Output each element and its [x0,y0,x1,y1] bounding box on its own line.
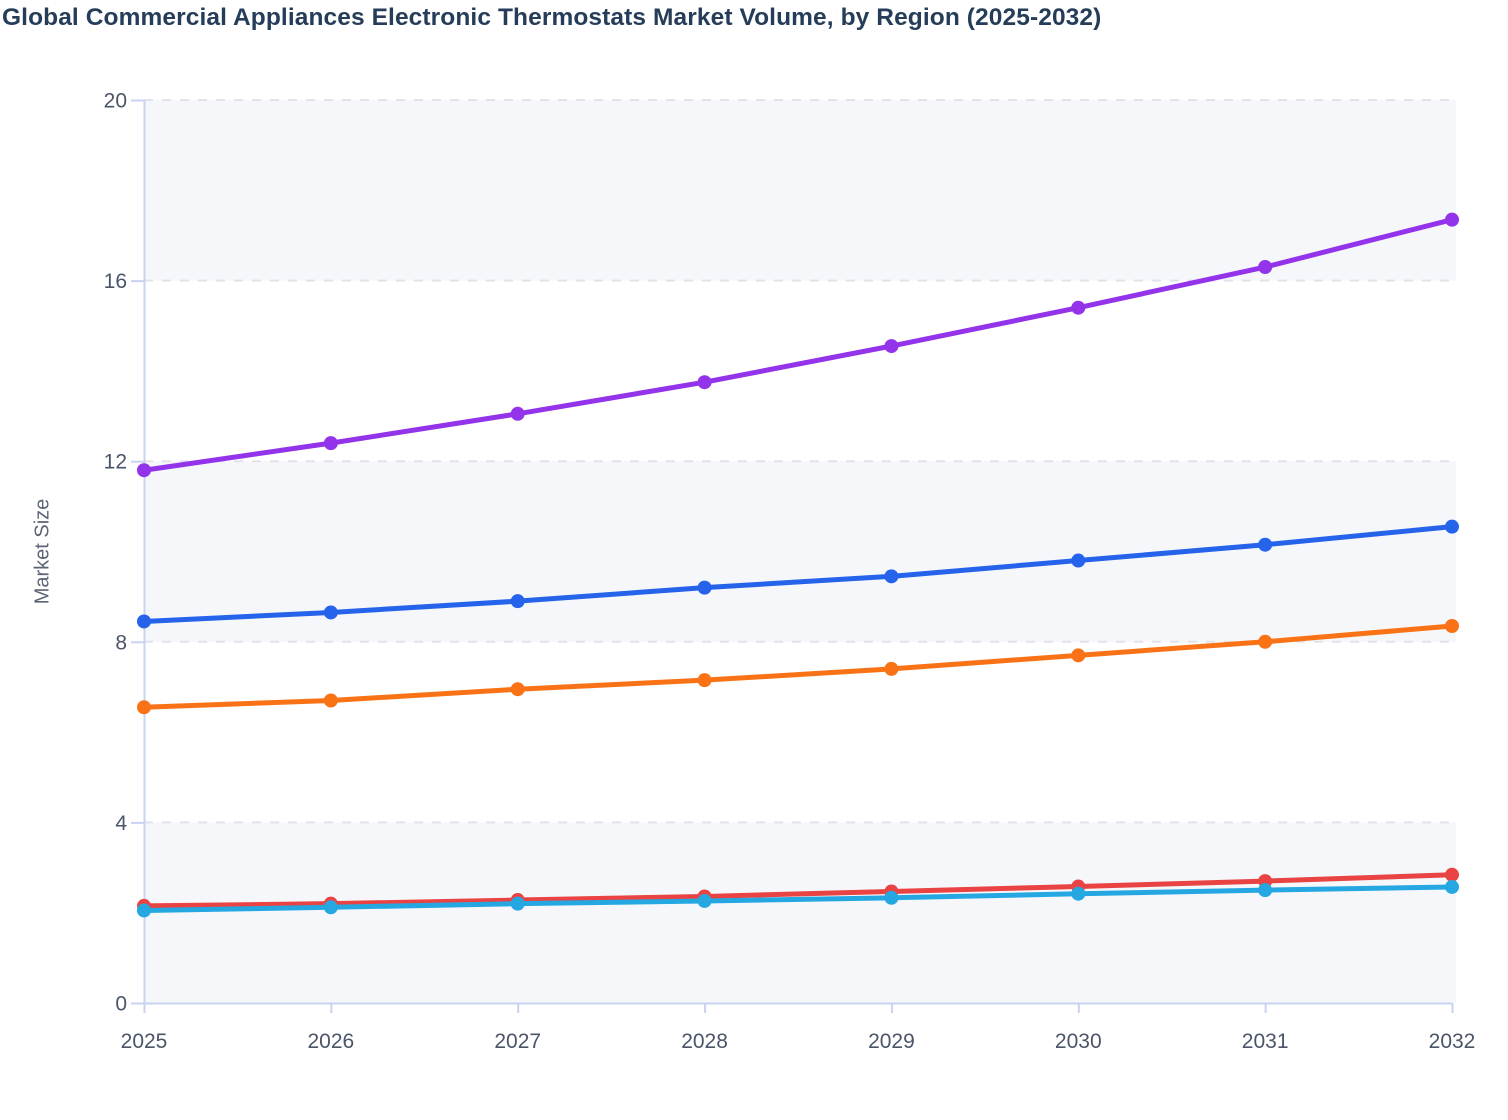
data-point-blue-series-2026 [323,605,338,620]
x-tick-label: 2025 [121,1030,168,1053]
x-tick-label: 2032 [1429,1030,1476,1053]
data-point-blue-series-2029 [884,569,899,584]
y-tick-label: 12 [104,451,127,474]
data-point-orange-series-2026 [323,693,338,708]
x-tick-label: 2028 [681,1030,728,1053]
data-point-purple-series-2031 [1258,260,1273,275]
x-tick-label: 2027 [494,1030,541,1053]
data-point-orange-series-2031 [1258,634,1273,649]
data-point-blue-series-2031 [1258,537,1273,552]
data-point-purple-series-2025 [137,463,151,478]
data-point-orange-series-2032 [1445,618,1459,633]
data-point-orange-series-2030 [1071,648,1086,663]
plot-band [144,461,1456,642]
data-point-cyan-series-2026 [323,900,338,915]
series-line-red-series [141,872,1455,909]
data-point-orange-series-2028 [697,673,712,688]
data-point-blue-series-2032 [1445,519,1459,534]
series-line-cyan-series [141,884,1455,913]
chart-title: Global Commercial Appliances Electronic … [2,4,1102,31]
data-point-blue-series-2030 [1071,553,1086,568]
data-point-purple-series-2032 [1445,212,1459,227]
series-line-orange-series [141,623,1455,710]
y-tick-label: 4 [115,812,127,835]
x-tick-label: 2031 [1242,1030,1289,1053]
y-tick-labels: 0 4 8 12 16 20 [104,90,128,1016]
plot-band [144,100,1456,281]
data-point-blue-series-2028 [697,580,712,595]
data-point-cyan-series-2029 [884,890,899,905]
data-point-purple-series-2027 [510,406,525,421]
series-line-blue-series [141,524,1455,624]
y-tick-label: 20 [104,90,127,113]
data-point-cyan-series-2028 [697,893,712,908]
x-tick-label: 2026 [307,1030,354,1053]
x-tick-label: 2030 [1055,1030,1102,1053]
axes [131,99,1454,1013]
x-tick-labels: 2025 2026 2027 2028 2029 2030 2031 2032 [121,1030,1476,1053]
series-line-purple-series [141,217,1455,473]
y-tick-label: 16 [104,270,127,293]
data-point-orange-series-2029 [884,661,899,676]
data-point-blue-series-2025 [137,614,151,629]
data-point-cyan-series-2025 [137,903,151,918]
data-point-cyan-series-2030 [1071,886,1086,901]
data-point-purple-series-2030 [1071,300,1086,315]
data-point-cyan-series-2031 [1258,883,1273,898]
y-tick-label: 8 [115,631,127,654]
plot-band [144,822,1456,1003]
series-lines [137,212,1459,918]
data-point-red-series-2032 [1445,867,1459,882]
data-point-orange-series-2025 [137,700,151,715]
x-tick-label: 2029 [868,1030,915,1053]
data-point-purple-series-2026 [323,436,338,451]
data-point-purple-series-2028 [697,375,712,390]
plot-bands [144,100,1456,1003]
data-point-orange-series-2027 [510,682,525,697]
data-point-cyan-series-2032 [1445,879,1459,894]
data-point-blue-series-2027 [510,594,525,609]
y-tick-label: 0 [115,993,127,1016]
gridlines [144,99,1449,824]
data-point-cyan-series-2027 [510,896,525,911]
data-point-purple-series-2029 [884,339,899,354]
